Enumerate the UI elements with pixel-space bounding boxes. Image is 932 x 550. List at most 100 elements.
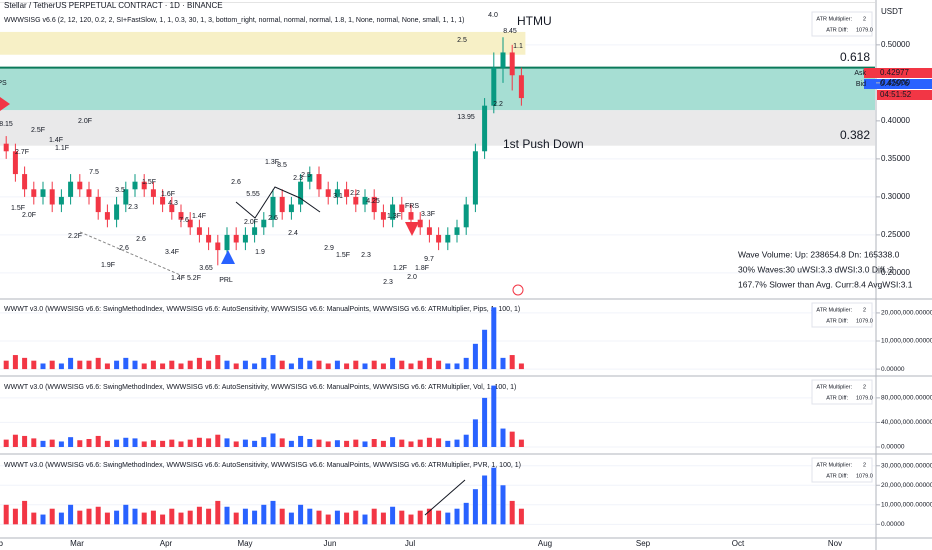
bar xyxy=(390,506,396,525)
price-box-label: Bid xyxy=(856,81,866,88)
bar xyxy=(417,510,423,525)
bar xyxy=(169,508,175,525)
candle-body xyxy=(49,189,55,205)
bar xyxy=(215,434,221,447)
bar xyxy=(298,504,304,525)
bar xyxy=(344,512,350,525)
bar xyxy=(445,512,451,525)
candle-body xyxy=(362,196,368,205)
bar xyxy=(445,363,451,370)
candle-body xyxy=(307,174,313,182)
bar xyxy=(408,514,414,525)
fib-label: 0.618 xyxy=(840,50,870,64)
x-tick-label: Mar xyxy=(70,539,84,548)
wave-label: 1.4F 5.2F xyxy=(171,275,201,282)
wave-label: 1.3F xyxy=(265,159,279,166)
candle-body xyxy=(380,212,386,220)
candle-body xyxy=(417,219,423,228)
atr-multiplier: 2 xyxy=(863,307,866,313)
bar xyxy=(325,441,331,447)
y-tick-label: 0.25000 xyxy=(881,230,910,239)
y-tick-label: 0.35000 xyxy=(881,154,910,163)
bar xyxy=(132,508,138,525)
bar xyxy=(132,438,138,447)
wave-label: 2.0F xyxy=(244,219,258,226)
candle-body xyxy=(472,151,478,205)
candle-body xyxy=(104,212,110,220)
bar xyxy=(399,439,405,447)
candle-body xyxy=(482,105,488,152)
wave-label: 9.7 xyxy=(424,256,434,263)
y-tick-label: 0.00000 xyxy=(881,521,905,528)
atr-box xyxy=(811,379,873,405)
bar xyxy=(77,360,83,370)
bar xyxy=(482,397,488,447)
bar xyxy=(371,439,377,447)
candle-body xyxy=(187,219,193,228)
atr-diff: 1079.0 xyxy=(856,27,873,33)
bar xyxy=(362,363,368,370)
bar xyxy=(141,512,147,525)
candle-body xyxy=(390,204,396,220)
bar xyxy=(482,329,488,370)
x-tick-label: Nov xyxy=(828,539,842,548)
bar xyxy=(307,360,313,370)
candle-body xyxy=(215,242,221,251)
wave-label: 3.5 xyxy=(115,187,125,194)
bar xyxy=(206,508,212,525)
bar xyxy=(288,440,294,447)
bar xyxy=(114,510,120,525)
y-tick-label: 80,000,000.00000 xyxy=(881,395,932,402)
bar xyxy=(261,437,267,447)
atr-diff: 1079.0 xyxy=(856,318,873,324)
bar xyxy=(353,439,359,447)
bar xyxy=(3,504,9,525)
wave-label: 2.2F xyxy=(68,233,82,240)
bar xyxy=(316,510,322,525)
bar xyxy=(325,514,331,525)
bar xyxy=(298,357,304,370)
bar xyxy=(454,363,460,370)
bar xyxy=(169,360,175,370)
bar xyxy=(252,363,258,370)
wave-label: 1.1F xyxy=(55,145,69,152)
candle-body xyxy=(408,212,414,220)
bar xyxy=(187,360,193,370)
candle-body xyxy=(270,196,276,220)
bar xyxy=(436,510,442,525)
bar xyxy=(491,385,497,447)
zone xyxy=(0,31,526,55)
pvr-arrow xyxy=(424,479,466,516)
wave-label: 3.4F xyxy=(165,249,179,256)
atr-multiplier: 2 xyxy=(863,462,866,468)
event-icon xyxy=(512,284,524,296)
wave-label: PS xyxy=(0,80,7,87)
bar xyxy=(77,440,83,447)
candle-body xyxy=(196,227,202,235)
wave-label: 2.6 xyxy=(268,215,278,222)
candle-body xyxy=(169,204,175,213)
wave-label: FRS xyxy=(405,203,419,210)
bar xyxy=(463,357,469,370)
wave-label: 1.8F xyxy=(415,265,429,272)
wave-label: 1.5F xyxy=(142,179,156,186)
stats-line: Wave Volume: Up: 238654.8 Dn: 165338.0 xyxy=(738,249,900,259)
marker-triangle xyxy=(0,97,10,111)
y-tick-label: 0.45000 xyxy=(881,78,910,87)
wave-label: 3.1 xyxy=(333,193,343,200)
bar xyxy=(362,514,368,525)
atr-diff-label: ATR Diff: xyxy=(826,27,848,33)
zone xyxy=(0,110,875,146)
atr-multiplier-label: ATR Multiplier: xyxy=(816,384,852,390)
bar xyxy=(491,467,497,525)
bar xyxy=(472,419,478,447)
bar xyxy=(95,435,101,447)
bar xyxy=(316,439,322,447)
candle-body xyxy=(518,75,524,99)
bar xyxy=(123,437,129,447)
candle-body xyxy=(252,227,258,235)
wave-label: 1.4F xyxy=(192,213,206,220)
bar xyxy=(307,439,313,447)
bar xyxy=(178,363,184,370)
candle-body xyxy=(426,227,432,235)
